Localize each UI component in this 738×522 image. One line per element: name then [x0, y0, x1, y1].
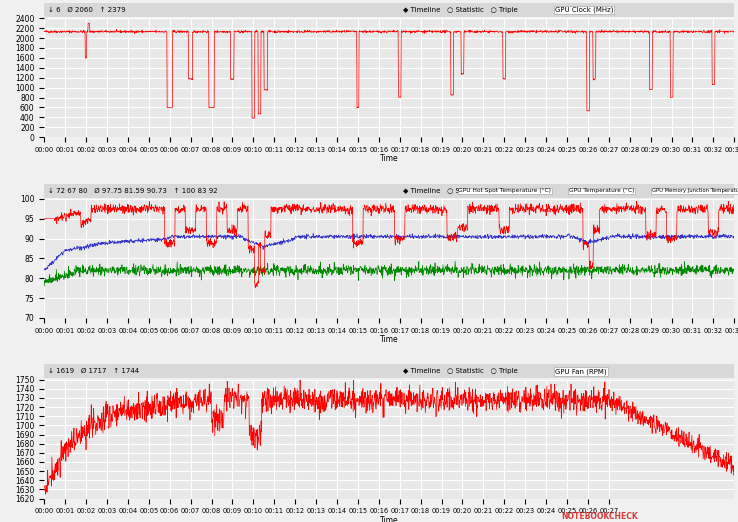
X-axis label: Time: Time	[380, 335, 399, 344]
Text: NOTEBOOKCHECK: NOTEBOOKCHECK	[561, 513, 638, 521]
X-axis label: Time: Time	[380, 155, 399, 163]
X-axis label: Time: Time	[380, 516, 399, 522]
